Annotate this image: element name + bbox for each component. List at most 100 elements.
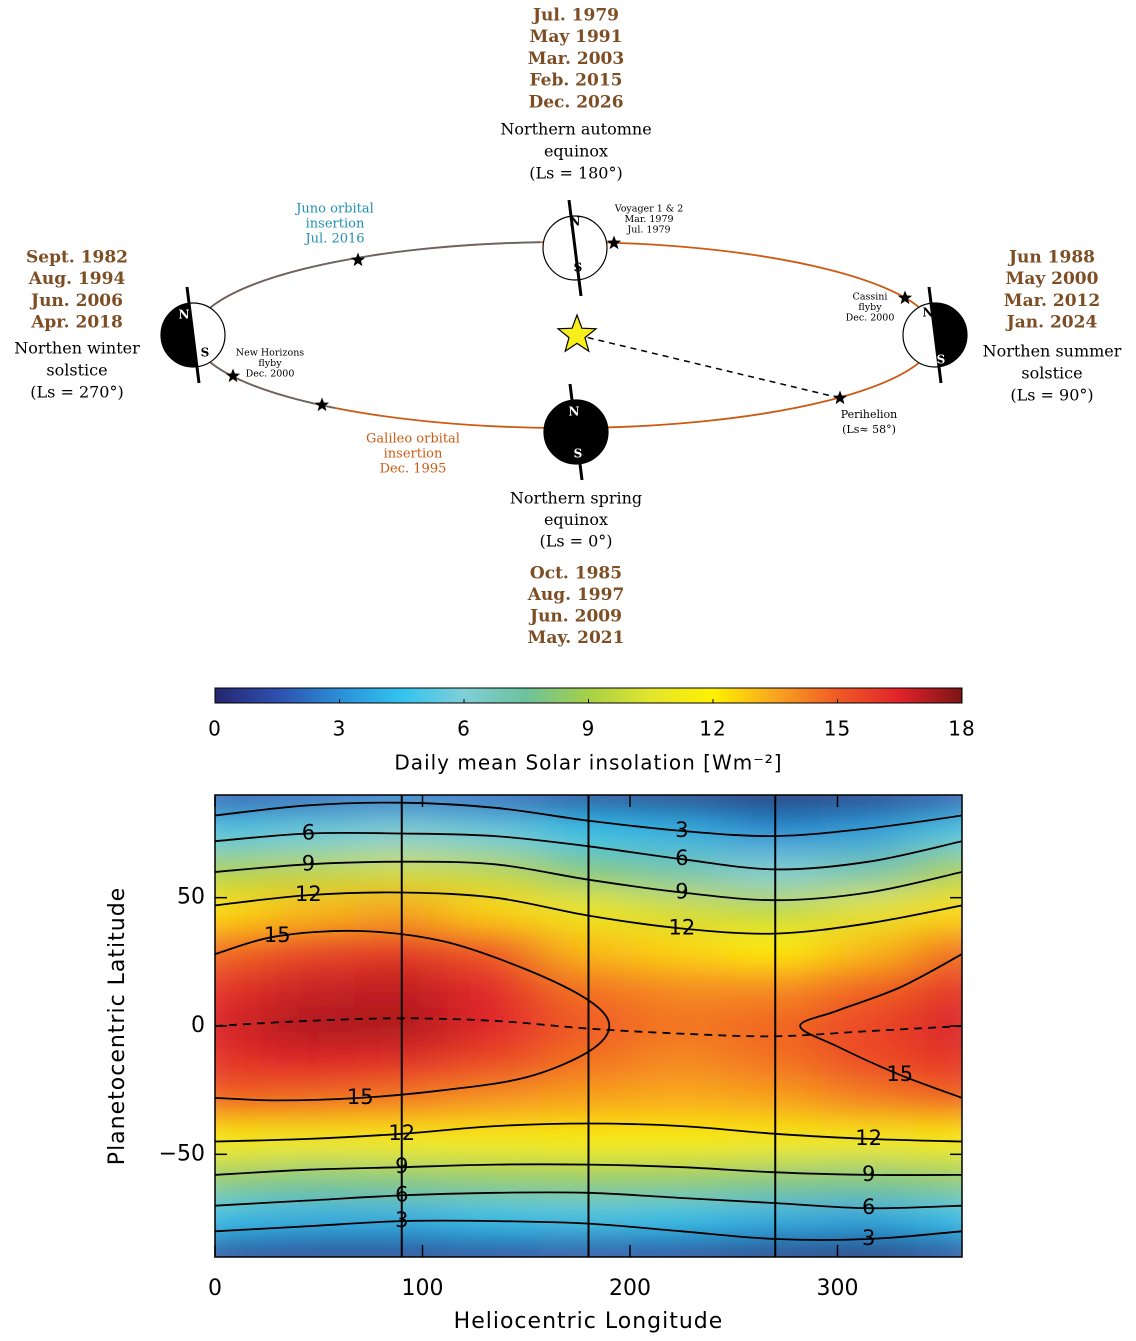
date-label: Apr. 2018 <box>30 313 123 333</box>
heatmap-cell <box>215 928 263 970</box>
date-label: Mar. 2012 <box>1004 291 1100 311</box>
pole-label: S <box>574 261 583 275</box>
heatmap-cell <box>215 1159 263 1201</box>
heatmap-cell <box>447 1236 543 1257</box>
planet-axis <box>568 383 584 481</box>
contour-label: 15 <box>347 1085 374 1109</box>
contour-line <box>215 929 611 1102</box>
heatmap-cell <box>260 1159 357 1201</box>
event-star <box>314 397 330 412</box>
pole-label: S <box>937 353 946 367</box>
y-tick-label: −50 <box>159 1141 205 1166</box>
heatmap-cell <box>914 967 962 1008</box>
mission-label: flyby <box>858 302 882 313</box>
heatmap-cell <box>914 851 962 893</box>
mission-label: Dec. 2000 <box>846 313 895 324</box>
mission-label: Jul. 1979 <box>626 225 670 236</box>
date-label: Jan. 2024 <box>1005 313 1098 333</box>
heatmap-cell <box>820 813 917 854</box>
mission-label: Jul. 2016 <box>303 232 364 247</box>
pole-label: S <box>574 447 583 461</box>
sun <box>556 313 598 353</box>
heatmap-cell <box>447 813 543 854</box>
date-label: Jun 1988 <box>1007 248 1095 268</box>
contour-label: 12 <box>669 915 696 939</box>
y-tick-label: 0 <box>191 1013 205 1038</box>
y-tick-label: 50 <box>177 885 205 910</box>
pole-label: S <box>201 346 210 360</box>
date-label: May 2000 <box>1006 269 1099 289</box>
colorbar-label: Daily mean Solar insolation [Wm⁻²] <box>394 751 782 775</box>
heatmap-cell <box>260 967 357 1008</box>
heatmap-cell <box>260 1236 357 1257</box>
heatmap-cell <box>215 813 263 854</box>
season-label: Northen winter <box>14 339 140 358</box>
contour-label: 12 <box>855 1126 882 1150</box>
mission-label: Voyager 1 & 2 <box>614 204 684 215</box>
heatmap-cell <box>634 1198 730 1239</box>
mission-label: New Horizons <box>236 348 305 359</box>
heatmap-cell <box>820 1198 917 1239</box>
perihelion-line <box>576 334 841 399</box>
season-label: (Ls = 0°) <box>539 532 612 551</box>
event-star <box>897 290 913 305</box>
contour-label: 3 <box>395 1208 408 1232</box>
heatmap-cell <box>260 1082 357 1124</box>
date-label: Jun. 2009 <box>528 607 622 627</box>
mission-label: Juno orbital <box>294 202 374 217</box>
season-label: Northen summer <box>983 342 1122 361</box>
mission-label: flyby <box>258 358 282 369</box>
heatmap-cell <box>820 967 917 1008</box>
heatmap-cell <box>447 1121 543 1162</box>
colorbar-tick-label: 9 <box>582 717 596 741</box>
contour-label: 6 <box>675 846 688 870</box>
heatmap-cell <box>634 967 730 1008</box>
contour-label: 15 <box>886 1062 913 1086</box>
heatmap-cell <box>820 928 917 970</box>
contour-label: 9 <box>862 1162 875 1186</box>
heatmap-cell <box>447 1198 543 1239</box>
contour-label: 12 <box>295 882 322 906</box>
contour-label: 3 <box>675 818 688 842</box>
event-star <box>606 235 622 250</box>
heatmap-cell <box>260 851 357 893</box>
event-star <box>350 252 366 267</box>
date-label: Jun. 2006 <box>29 291 123 311</box>
heatmap-cell <box>820 795 917 816</box>
event-star <box>832 390 848 405</box>
heatmap-cell <box>447 851 543 893</box>
heatmap-cell <box>634 1082 730 1124</box>
x-tick-label: 300 <box>817 1276 859 1301</box>
date-label: Feb. 2015 <box>530 71 623 91</box>
season-label: (Ls = 270°) <box>30 383 123 402</box>
contour-label: 9 <box>302 851 315 875</box>
heatmap-cell <box>215 1236 263 1257</box>
heatmap-cell <box>447 1005 543 1047</box>
date-label: Aug. 1994 <box>28 269 126 289</box>
event-star <box>225 368 241 383</box>
planet-axis <box>927 286 943 384</box>
season-label: solstice <box>46 361 107 380</box>
season-label: (Ls = 90°) <box>1010 386 1093 405</box>
contour-label: 6 <box>862 1195 875 1219</box>
planet-axis <box>185 286 201 384</box>
heatmap-cell <box>914 928 962 970</box>
mission-label: insertion <box>306 217 365 232</box>
season-label: equinox <box>544 142 608 161</box>
date-label: Mar. 2003 <box>528 49 624 69</box>
colorbar-tick-label: 0 <box>208 717 222 741</box>
heatmap-cell <box>260 1121 357 1162</box>
contour-line <box>799 953 962 1099</box>
colorbar-tick-label: 12 <box>699 717 726 741</box>
heatmap-cell <box>634 1121 730 1162</box>
y-axis-label: Planetocentric Latitude <box>105 887 130 1165</box>
date-label: Sept. 1982 <box>26 248 128 268</box>
pole-label: N <box>569 405 580 419</box>
mission-label: Mar. 1979 <box>624 214 673 225</box>
heatmap-cell <box>260 1005 357 1047</box>
mission-label: Dec. 1995 <box>380 462 447 477</box>
date-label: Dec. 2026 <box>528 92 623 112</box>
date-label: Aug. 1997 <box>527 585 625 605</box>
